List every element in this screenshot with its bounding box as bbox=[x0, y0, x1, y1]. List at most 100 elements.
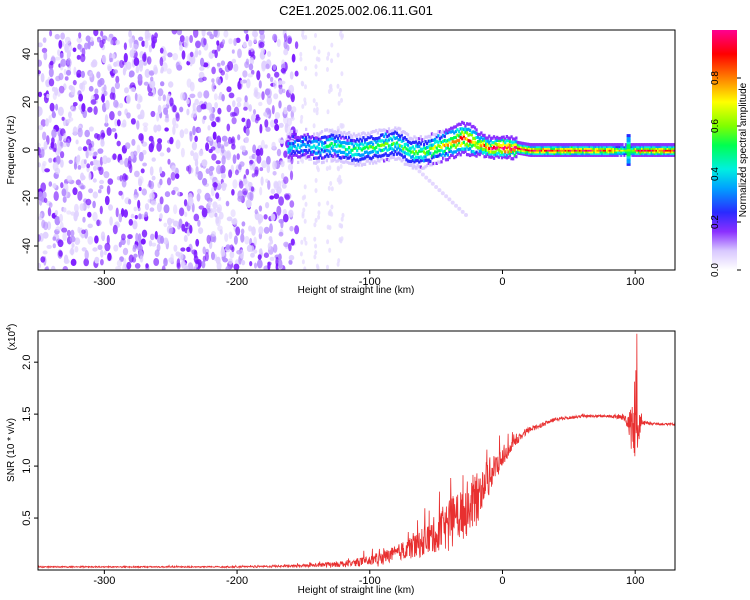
spectrogram-cell bbox=[330, 186, 334, 192]
spectrogram-cell bbox=[359, 160, 362, 164]
spectrogram-cell bbox=[575, 146, 578, 150]
spectrogram-cell bbox=[384, 138, 387, 142]
spectrogram-cell bbox=[483, 139, 486, 143]
spectrogram-cell bbox=[236, 97, 242, 103]
spectrogram-cell bbox=[386, 130, 389, 134]
spectrogram-cell bbox=[387, 147, 391, 151]
spectrogram-cell bbox=[599, 148, 602, 152]
spectrogram-cell bbox=[494, 138, 497, 142]
spectrogram-cell bbox=[89, 71, 93, 78]
spectrogram-cell bbox=[515, 136, 518, 140]
spectrogram-cell bbox=[626, 134, 631, 138]
spectrogram-cell bbox=[309, 136, 313, 140]
spectrogram-cell bbox=[360, 148, 363, 152]
spectrogram-cell bbox=[563, 148, 566, 152]
spectrogram-cell bbox=[464, 137, 467, 141]
spectrogram-cell bbox=[559, 144, 563, 149]
spectrogram-cell bbox=[375, 137, 378, 141]
spectrogram-cell bbox=[534, 153, 537, 157]
spectrogram-cell bbox=[81, 232, 85, 239]
spectrogram-cell bbox=[445, 158, 448, 162]
spectrogram-cell bbox=[297, 155, 300, 159]
spectrogram-cell bbox=[313, 150, 316, 154]
colorbar-ticks: 0.00.20.40.60.8 bbox=[710, 71, 741, 277]
spectrogram-cell bbox=[105, 157, 111, 163]
spectrogram-cell bbox=[253, 249, 258, 254]
spectrogram-cell bbox=[666, 153, 669, 157]
spectrogram-cell bbox=[497, 155, 500, 159]
spectrogram-cell bbox=[563, 151, 566, 156]
spectrogram-cell bbox=[430, 146, 434, 150]
spectrogram-cell bbox=[195, 165, 199, 175]
spectrogram-cell bbox=[591, 144, 594, 149]
spectrogram-cell bbox=[612, 153, 615, 157]
spectrogram-cell bbox=[545, 150, 548, 154]
spectrogram-cell bbox=[76, 54, 81, 60]
spectrogram-cell bbox=[602, 148, 606, 152]
spectrogram-cell bbox=[159, 47, 164, 54]
spectrogram-cell bbox=[515, 140, 518, 144]
spectrogram-cell bbox=[352, 132, 356, 136]
spectrogram-cell bbox=[157, 104, 162, 114]
spectrogram-cell bbox=[327, 135, 330, 139]
spectrogram-cell bbox=[301, 153, 305, 157]
spectrogram-cell bbox=[373, 137, 376, 141]
spectrogram-cell bbox=[518, 141, 521, 145]
spectrogram-cell bbox=[153, 124, 158, 133]
spectrogram-cell bbox=[94, 88, 99, 95]
spectrogram-cell bbox=[411, 154, 414, 159]
spectrogram-cell bbox=[590, 144, 593, 149]
spectrogram-cell bbox=[626, 150, 631, 154]
spectrogram-cell bbox=[604, 150, 607, 154]
spectrogram-cell bbox=[363, 162, 367, 166]
spectrogram-cell bbox=[572, 143, 575, 147]
spectrogram-cell bbox=[453, 143, 456, 147]
spectrogram-cell bbox=[343, 160, 346, 164]
spectrogram-cell bbox=[558, 148, 561, 152]
spectrogram-cell bbox=[343, 150, 346, 155]
spectrogram-cell bbox=[183, 235, 188, 242]
spectrogram-cell bbox=[192, 108, 197, 118]
spectrogram-cell bbox=[451, 137, 454, 141]
spectrogram-cell bbox=[625, 146, 628, 150]
spectrogram-cell bbox=[317, 201, 321, 207]
spectrogram-cell bbox=[658, 150, 661, 154]
snr-x-tick-label: 0 bbox=[499, 575, 505, 587]
spectrogram-cell bbox=[335, 150, 338, 154]
spectrogram-cell bbox=[571, 151, 574, 156]
spectrogram-cell bbox=[273, 181, 279, 191]
spectrogram-cell bbox=[457, 130, 461, 134]
spectrogram-cell bbox=[556, 148, 559, 152]
spectrogram-cell bbox=[186, 98, 190, 105]
spectrogram-cell bbox=[259, 123, 263, 134]
spectrogram-cell bbox=[607, 153, 610, 157]
spectrogram-cell bbox=[669, 150, 672, 154]
spectrogram-cell bbox=[351, 142, 354, 146]
spectrogram-cell bbox=[510, 149, 513, 154]
spectrogram-cell bbox=[175, 251, 181, 257]
spectrogram-cell bbox=[419, 159, 422, 163]
spectrogram-cell bbox=[228, 169, 233, 179]
spectrogram-cell bbox=[524, 149, 528, 153]
spectrogram-cell bbox=[189, 224, 193, 234]
spectrogram-cell bbox=[154, 230, 158, 240]
spectrogram-cell bbox=[528, 151, 531, 155]
spectrogram-cell bbox=[231, 143, 236, 150]
spectrogram-cell bbox=[267, 242, 272, 250]
spectrogram-cell bbox=[194, 259, 200, 265]
spectrogram-cell bbox=[116, 140, 121, 147]
spectrogram-cell bbox=[242, 178, 247, 186]
spectrogram-cell bbox=[309, 140, 313, 144]
spectrogram-cell bbox=[578, 143, 582, 147]
spectrogram-cell bbox=[569, 148, 572, 152]
spectrogram-cell bbox=[387, 158, 391, 163]
spectrogram-cell bbox=[577, 148, 580, 152]
spectrogram-cell bbox=[110, 72, 115, 78]
spectrogram-cell bbox=[52, 161, 59, 172]
spectrogram-cell bbox=[604, 143, 607, 147]
spectrogram-cell bbox=[585, 144, 588, 149]
spectrogram-cell bbox=[449, 145, 453, 149]
spectrogram-cell bbox=[48, 67, 54, 78]
spectrogram-cell bbox=[426, 135, 429, 139]
spectrogram-cell bbox=[295, 129, 298, 133]
